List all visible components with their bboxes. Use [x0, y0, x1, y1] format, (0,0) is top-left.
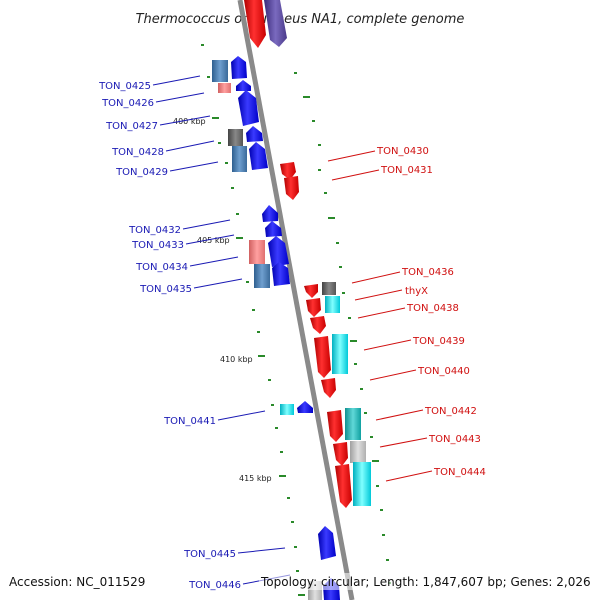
scale-label-400: 400 kbp [173, 117, 206, 126]
gene-label-ton-0446[interactable]: TON_0446 [188, 580, 241, 591]
left-gene-labels: TON_0425 TON_0426 TON_0427 TON_0428 TON_… [98, 81, 241, 591]
gene-0435-box [254, 264, 270, 288]
gene-label-ton-0443[interactable]: TON_0443 [428, 434, 481, 445]
gene-label-ton-0440[interactable]: TON_0440 [417, 366, 470, 377]
gene-label-ton-0441[interactable]: TON_0441 [163, 416, 216, 427]
gene-label-ton-0439[interactable]: TON_0439 [412, 336, 465, 347]
scale-label-415: 415 kbp [239, 474, 272, 483]
right-gene-labels: TON_0430 TON_0431 TON_0436 thyX TON_0438… [376, 146, 486, 478]
gene-top-red [244, 0, 266, 48]
gene-label-ton-0431[interactable]: TON_0431 [380, 165, 433, 176]
gene-label-ton-0428[interactable]: TON_0428 [111, 147, 164, 158]
gene-0439-arrow [314, 336, 331, 378]
gene-0438-arrow [310, 316, 326, 334]
gene-0430-arrow [280, 162, 296, 180]
gene-0444-box [353, 462, 371, 506]
gene-top-purple [264, 0, 287, 47]
gene-0433-arrow [265, 221, 282, 237]
gene-0442-arrow [327, 410, 343, 442]
gene-0426-box [218, 83, 231, 93]
gene-label-ton-0442[interactable]: TON_0442 [424, 406, 477, 417]
gene-label-ton-0430[interactable]: TON_0430 [376, 146, 429, 157]
gene-label-ton-0429[interactable]: TON_0429 [115, 167, 168, 178]
gene-thyx-arrow [306, 298, 321, 317]
gene-label-ton-0438[interactable]: TON_0438 [406, 303, 459, 314]
gene-label-ton-0426[interactable]: TON_0426 [101, 98, 154, 109]
gene-0444-arrow [335, 464, 352, 508]
scale-label-405: 405 kbp [197, 236, 230, 245]
genome-backbone [237, 0, 355, 600]
gene-0429-box [232, 146, 247, 172]
gene-0429-arrow [249, 142, 268, 170]
gene-0442-box [345, 408, 361, 440]
gene-thyx-box [325, 296, 340, 313]
gene-label-ton-0432[interactable]: TON_0432 [128, 225, 181, 236]
accession-text: Accession: NC_011529 [9, 575, 145, 589]
gene-0425-arrow [231, 56, 247, 79]
right-leaders [327, 150, 433, 482]
map-title: Thermococcus onnurineus NA1, complete ge… [136, 12, 465, 27]
left-leaders [152, 75, 291, 585]
gene-label-ton-0427[interactable]: TON_0427 [105, 121, 158, 132]
gene-label-ton-0433[interactable]: TON_0433 [131, 240, 184, 251]
topology-backdrop [259, 573, 591, 590]
gene-0435-arrow [272, 262, 290, 286]
gene-0441-box [280, 404, 294, 415]
topology-text: Topology: circular; Length: 1,847,607 bp… [260, 575, 591, 589]
gene-label-ton-0425[interactable]: TON_0425 [98, 81, 151, 92]
gene-0434-arrow [268, 236, 289, 267]
gene-0426-arrow [236, 80, 251, 91]
gene-label-ton-0434[interactable]: TON_0434 [135, 262, 188, 273]
gene-0443-arrow [333, 442, 348, 466]
gene-0427-arrow [238, 90, 259, 126]
gene-0436-arrow [304, 284, 318, 298]
tick-marks [201, 44, 391, 596]
gene-0445-arrow [318, 526, 336, 560]
gene-label-thyx[interactable]: thyX [405, 286, 428, 297]
scale-label-410: 410 kbp [220, 355, 253, 364]
gene-label-ton-0445[interactable]: TON_0445 [183, 549, 236, 560]
gene-0443-box [350, 441, 366, 463]
gene-0425-box [212, 60, 228, 82]
gene-0436-box [322, 282, 336, 295]
gene-0434-box [249, 240, 265, 264]
gene-0440-arrow [321, 378, 336, 398]
gene-features [212, 0, 371, 600]
gene-label-ton-0436[interactable]: TON_0436 [401, 267, 454, 278]
gene-0428-box [228, 129, 243, 146]
gene-0431-arrow [284, 176, 299, 200]
gene-0439-box [332, 334, 348, 374]
gene-0428-arrow [246, 126, 263, 142]
gene-0441-arrow [297, 401, 313, 413]
gene-label-ton-0444[interactable]: TON_0444 [433, 467, 486, 478]
gene-0432-arrow [262, 205, 278, 222]
gene-label-ton-0435[interactable]: TON_0435 [139, 284, 192, 295]
